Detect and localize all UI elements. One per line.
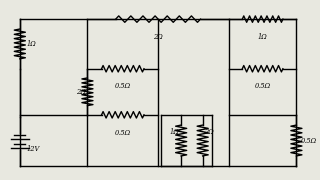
Text: 2Ω: 2Ω — [153, 33, 163, 41]
Text: 2Ω: 2Ω — [76, 88, 86, 96]
Text: 2Ω: 2Ω — [204, 128, 214, 136]
Text: 0.5Ω: 0.5Ω — [254, 82, 271, 91]
Text: 0.5Ω: 0.5Ω — [115, 129, 131, 137]
Text: 0.5Ω: 0.5Ω — [301, 136, 317, 145]
Text: 1Ω: 1Ω — [27, 40, 36, 48]
Text: 12V: 12V — [27, 145, 40, 153]
Text: 1Ω: 1Ω — [258, 33, 268, 41]
Text: 0.5Ω: 0.5Ω — [115, 82, 131, 91]
Text: 1Ω: 1Ω — [170, 128, 180, 136]
